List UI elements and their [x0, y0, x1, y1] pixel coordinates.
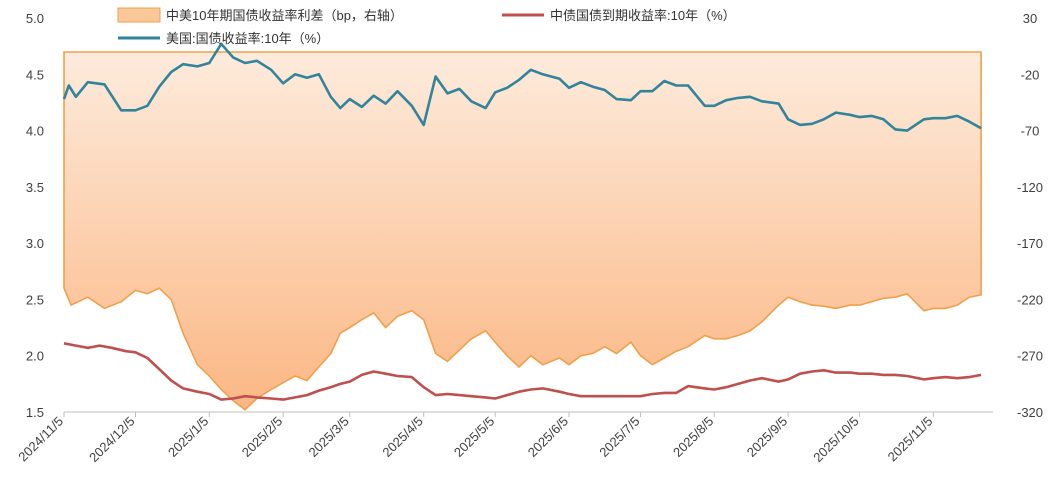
series-line-china-10y	[63, 342, 982, 401]
y-left-tick-label: 4.5	[26, 67, 44, 82]
y-left-tick-label: 3.5	[26, 180, 44, 195]
y-right-tick-label: 30	[1023, 11, 1037, 26]
series-line-spread	[63, 51, 982, 411]
y-left-tick-label: 2.5	[26, 292, 44, 307]
y-right-tick-label: -20	[1021, 67, 1040, 82]
y-right-tick-label: -320	[1017, 405, 1043, 420]
series-line-us-10y	[62, 42, 982, 132]
legend-label-spread: 中美10年期国债收益率利差（bp，右轴）	[166, 8, 403, 23]
axis-layer	[63, 411, 993, 417]
y-left-tick-label: 5.0	[26, 11, 44, 26]
legend: 中美10年期国债收益率利差（bp，右轴） 中债国债到期收益率:10年（%） 美国…	[117, 7, 736, 46]
y-left-tick-label: 2.0	[26, 349, 44, 364]
y-right-tick-label: -120	[1017, 180, 1043, 195]
legend-swatch-spread	[117, 7, 161, 23]
legend-label-us: 美国:国债收益率:10年（%）	[166, 31, 329, 46]
y-left-tick-label: 3.0	[26, 236, 44, 251]
y-left-tick-label: 4.0	[26, 124, 44, 139]
y-left-tick-label: 1.5	[26, 405, 44, 420]
series-area-spread	[64, 52, 982, 410]
y-right-tick-label: -170	[1017, 236, 1043, 251]
y-right-tick-label: -70	[1021, 124, 1040, 139]
legend-label-china: 中债国债到期收益率:10年（%）	[550, 8, 736, 23]
y-right-tick-label: -270	[1017, 349, 1043, 364]
y-right-tick-label: -220	[1017, 292, 1043, 307]
spread-area-layer	[63, 51, 982, 411]
line-layer	[62, 42, 982, 401]
